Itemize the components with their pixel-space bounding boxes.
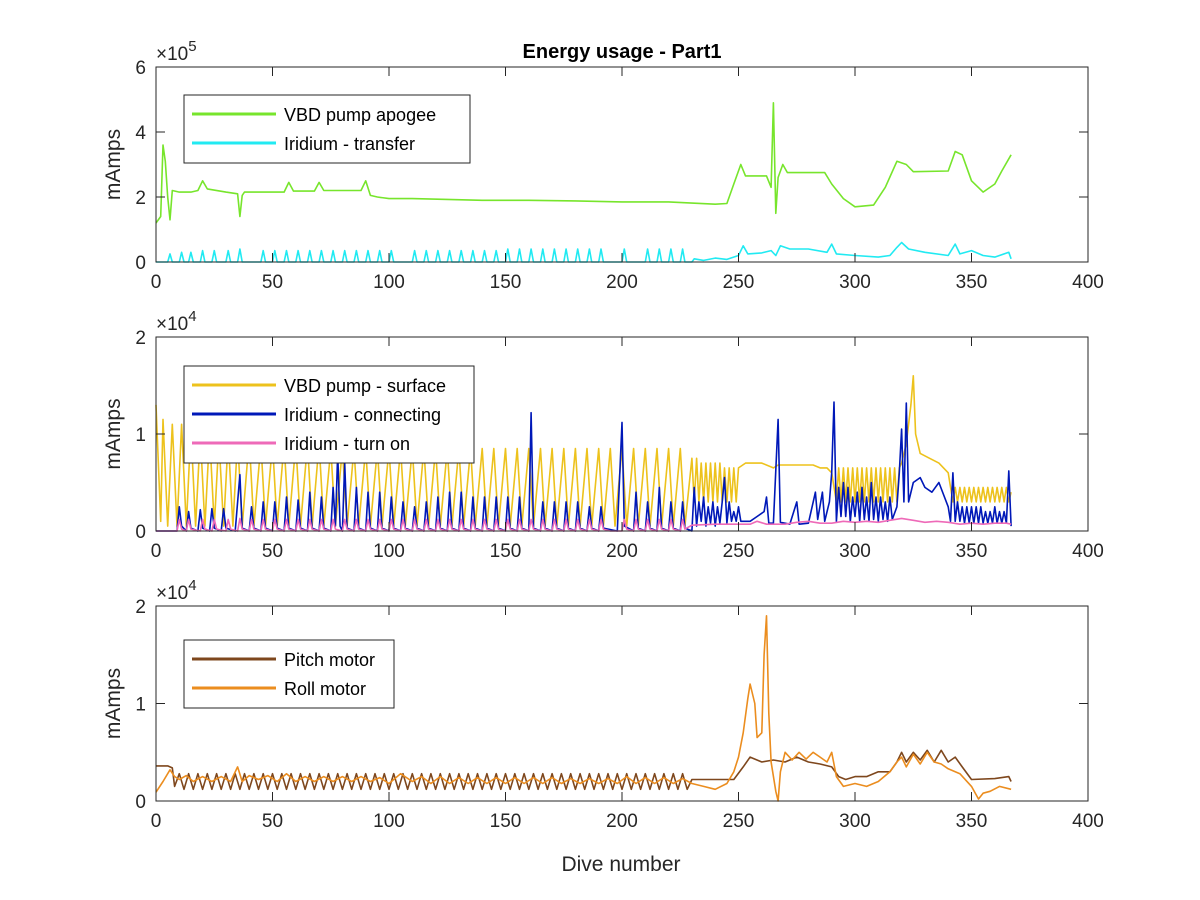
x-tick-label: 300 [839, 541, 871, 562]
y-axis-label: mAmps [102, 129, 125, 200]
x-tick-label: 0 [151, 811, 162, 832]
x-tick-label: 400 [1072, 272, 1104, 293]
x-tick-label: 200 [606, 811, 638, 832]
series-line-vbd-pump-surface [155, 375, 1012, 527]
series-line-iridium-transfer [156, 241, 1012, 263]
y-tick-label: 0 [135, 792, 146, 813]
x-tick-label: 50 [262, 272, 283, 293]
x-tick-label: 350 [956, 541, 988, 562]
y-exponent-label: ×105 [156, 38, 197, 65]
legend-label: Iridium - transfer [284, 134, 415, 154]
x-tick-label: 200 [606, 272, 638, 293]
x-tick-label: 300 [839, 272, 871, 293]
x-tick-label: 200 [606, 541, 638, 562]
x-tick-label: 400 [1072, 541, 1104, 562]
x-tick-label: 100 [373, 272, 405, 293]
y-exponent-power: 4 [188, 577, 196, 594]
x-tick-label: 0 [151, 541, 162, 562]
x-tick-label: 100 [373, 541, 405, 562]
series-line-vbd-pump-apogee [155, 102, 1012, 224]
y-axis-label: mAmps [102, 398, 125, 469]
legend-label: Roll motor [284, 679, 366, 699]
x-tick-label: 150 [490, 272, 522, 293]
figure-title: Energy usage - Part1 [523, 41, 722, 63]
x-tick-label: 250 [723, 272, 755, 293]
y-tick-label: 2 [135, 188, 146, 209]
legend-label: Pitch motor [284, 650, 375, 670]
legend-label: VBD pump apogee [284, 105, 436, 125]
y-exponent-power: 5 [188, 38, 196, 55]
y-tick-label: 2 [135, 597, 146, 618]
x-tick-label: 150 [490, 541, 522, 562]
x-tick-label: 50 [262, 811, 283, 832]
legend-box [183, 639, 395, 709]
y-tick-label: 1 [135, 425, 146, 446]
x-axis-label: Dive number [561, 853, 680, 876]
y-exponent-power: 4 [188, 308, 196, 325]
x-tick-label: 100 [373, 811, 405, 832]
x-tick-label: 350 [956, 272, 988, 293]
legend-label: VBD pump - surface [284, 376, 446, 396]
y-tick-label: 0 [135, 522, 146, 543]
y-tick-label: 1 [135, 695, 146, 716]
y-tick-label: 0 [135, 253, 146, 274]
x-tick-label: 150 [490, 811, 522, 832]
legend-label: Iridium - connecting [284, 405, 441, 425]
series-line-roll-motor [155, 615, 1012, 802]
x-tick-label: 250 [723, 811, 755, 832]
x-tick-label: 300 [839, 811, 871, 832]
legend-box [183, 94, 471, 164]
y-axis-label: mAmps [102, 668, 125, 739]
y-tick-label: 6 [135, 58, 146, 79]
y-tick-label: 4 [135, 123, 146, 144]
legend-label: Iridium - turn on [284, 434, 410, 454]
y-exponent-label: ×104 [156, 308, 197, 335]
x-tick-label: 250 [723, 541, 755, 562]
x-tick-label: 350 [956, 811, 988, 832]
y-exponent-label: ×104 [156, 577, 197, 604]
x-tick-label: 0 [151, 272, 162, 293]
x-tick-label: 50 [262, 541, 283, 562]
y-tick-label: 2 [135, 328, 146, 349]
x-tick-label: 400 [1072, 811, 1104, 832]
